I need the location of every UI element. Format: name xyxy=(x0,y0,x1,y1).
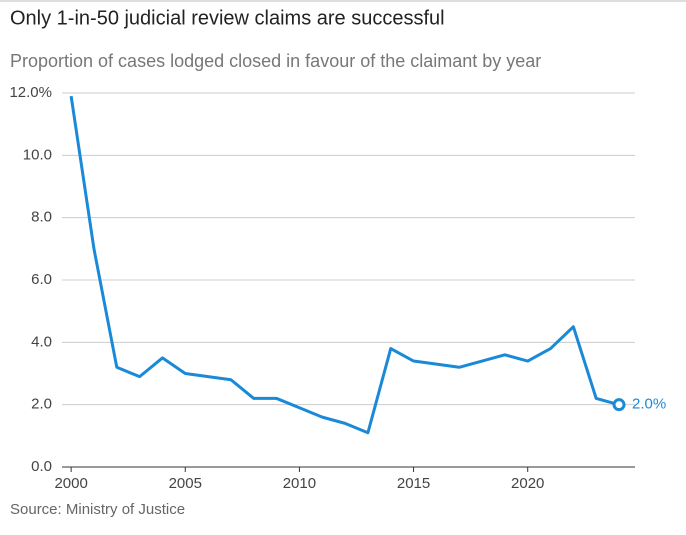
chart-subtitle: Proportion of cases lodged closed in fav… xyxy=(10,51,541,71)
line xyxy=(69,95,620,435)
y-tick-label: 0.0 xyxy=(31,458,52,475)
y-tick-label: 6.0 xyxy=(31,271,52,288)
x-tick-label: 2020 xyxy=(511,475,544,492)
y-tick-label: 2.0 xyxy=(31,396,52,413)
x-tick-label: 2000 xyxy=(54,475,87,492)
data-label: 2.0% xyxy=(632,396,666,413)
y-tick-label: 10.0 xyxy=(23,146,52,163)
chart-title: Only 1-in-50 judicial review claims are … xyxy=(10,7,445,29)
x-tick-label: 2005 xyxy=(169,475,202,492)
y-tick-label: 4.0 xyxy=(31,333,52,350)
y-tick-label: 12.0% xyxy=(9,84,52,101)
source: Source: Ministry of Justice xyxy=(10,501,185,518)
x-tick-label: 2015 xyxy=(397,475,430,492)
y-tick-label: 8.0 xyxy=(31,209,52,226)
end-marker xyxy=(612,398,626,412)
x-tick-label: 2010 xyxy=(283,475,316,492)
